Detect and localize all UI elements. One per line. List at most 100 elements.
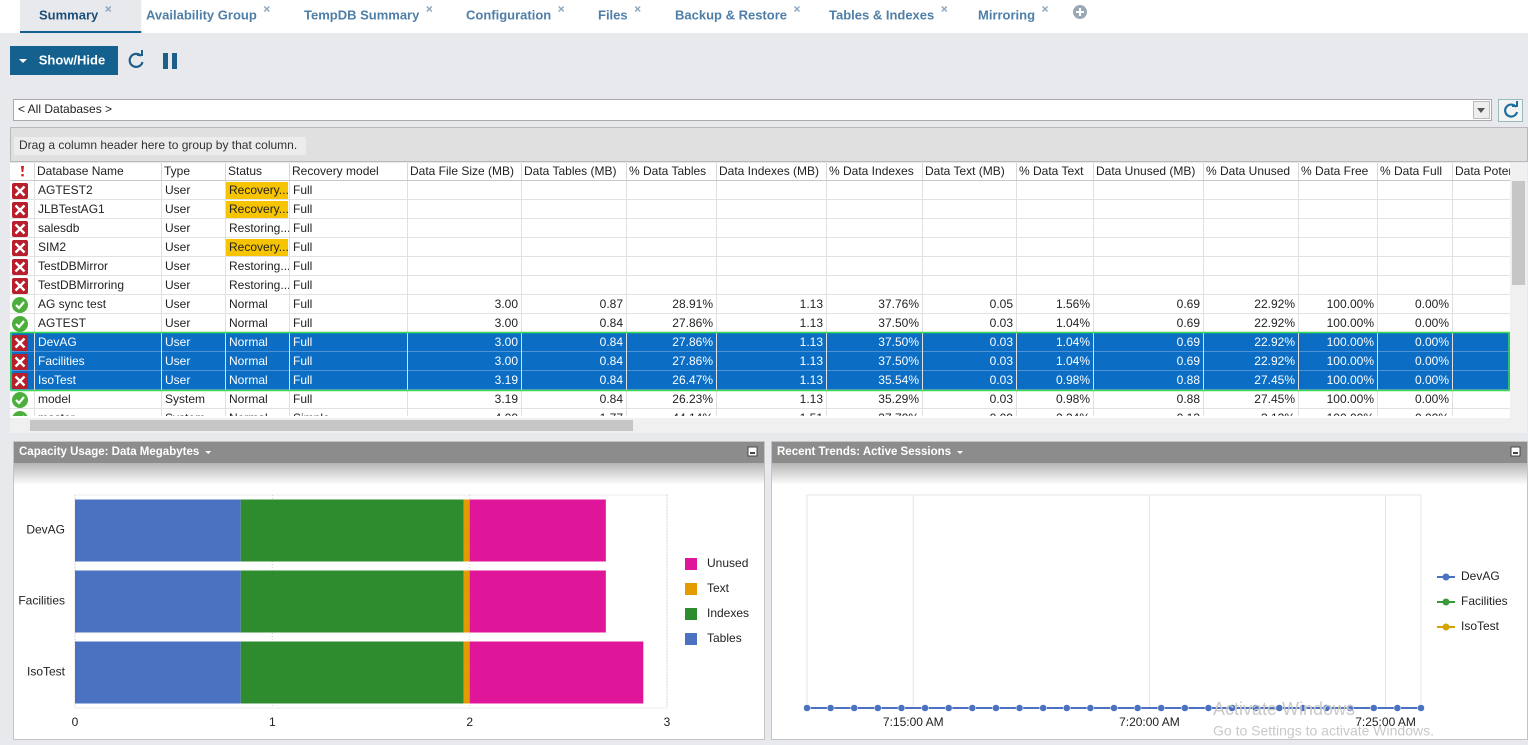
column-header[interactable]: % Data Full [1380, 164, 1442, 178]
h-scroll-thumb[interactable] [30, 420, 633, 431]
grid-row[interactable]: FacilitiesUserNormalFull3.000.8427.86%1.… [10, 352, 1510, 371]
show-hide-button[interactable]: Show/Hide [10, 46, 118, 75]
grid-cell: AGTEST [38, 316, 87, 330]
panel-title: Recent Trends: Active Sessions [777, 446, 951, 458]
grid-cell: Restoring... [229, 221, 290, 235]
series-point [969, 705, 976, 712]
legend-swatch [685, 583, 697, 595]
column-header[interactable]: % Data Tables [629, 164, 706, 178]
grid-cell: 1.13 [800, 297, 824, 311]
grid-cell: model [38, 392, 71, 406]
grid-cell: 3.00 [495, 297, 519, 311]
column-header[interactable]: % Data Indexes [829, 164, 914, 178]
grid-cell: Full [293, 297, 312, 311]
column-header[interactable]: Database Name [37, 164, 124, 178]
watermark-text: Go to Settings to activate Windows. [1213, 723, 1434, 739]
column-header[interactable]: Data File Size (MB) [410, 164, 514, 178]
legend-label: Tables [707, 631, 742, 645]
tab[interactable]: Summary [20, 0, 141, 33]
tab[interactable]: TempDB Summary [304, 7, 432, 23]
column-header[interactable]: % Data Free [1301, 164, 1369, 178]
bar-segment [464, 642, 470, 704]
x-tick-label: 7:15:00 AM [883, 715, 944, 729]
button-label: Show/Hide [39, 52, 105, 67]
bar-segment [75, 500, 241, 562]
tab-label: Tables & Indexes [829, 7, 934, 22]
panel-minimize[interactable] [748, 447, 757, 456]
grid-cell: 0.84 [600, 392, 624, 406]
tab-label: Configuration [466, 7, 551, 22]
bar-segment [470, 571, 606, 633]
column-header[interactable]: % Data Unused [1206, 164, 1290, 178]
grid-cell: 0.69 [1177, 316, 1201, 330]
grid-cell: 100.00% [1327, 373, 1375, 387]
grid-row[interactable]: DevAGUserNormalFull3.000.8427.86%1.1337.… [10, 333, 1510, 352]
grid-cell: Full [293, 221, 312, 235]
column-header[interactable]: Recovery model [292, 164, 379, 178]
grid-cell: 26.47% [672, 373, 713, 387]
column-header[interactable]: Data Tables (MB) [524, 164, 616, 178]
tab[interactable]: Configuration [466, 7, 564, 23]
legend-label: IsoTest [1461, 619, 1500, 633]
ok-icon [12, 392, 28, 408]
grid-cell: 27.45% [1254, 392, 1295, 406]
series-point [851, 705, 858, 712]
grid-row[interactable]: IsoTestUserNormalFull3.190.8426.47%1.133… [10, 371, 1510, 390]
grid-cell: 0.69 [1177, 297, 1201, 311]
grid-cell: User [165, 240, 190, 254]
database-filter[interactable]: < All Databases > [14, 100, 1492, 121]
legend-label: Text [707, 581, 730, 595]
filter-refresh[interactable] [1499, 100, 1523, 122]
tab[interactable]: Backup & Restore [675, 7, 799, 23]
series-point [922, 705, 929, 712]
x-tick-label: 3 [664, 715, 671, 729]
column-header[interactable]: Data Indexes (MB) [719, 164, 819, 178]
legend-marker [1443, 574, 1450, 581]
grid-cell: Recovery... [229, 240, 289, 254]
series-point [827, 705, 834, 712]
column-header[interactable]: % Data Text [1019, 164, 1084, 178]
y-tick-label: DevAG [26, 523, 65, 537]
grid-cell: 0.03 [990, 354, 1014, 368]
grid-cell: 27.45% [1254, 373, 1295, 387]
panel-minimize[interactable] [1511, 447, 1520, 456]
grid-cell: 3.00 [495, 354, 519, 368]
x-tick-label: 7:20:00 AM [1119, 715, 1180, 729]
column-header[interactable]: Data Text (MB) [925, 164, 1005, 178]
tab[interactable]: Availability Group [146, 7, 269, 23]
grid-cell: User [165, 202, 190, 216]
grid-cell: 1.04% [1056, 316, 1090, 330]
series-point [898, 705, 905, 712]
series-point [1134, 705, 1141, 712]
grid-cell: User [165, 335, 190, 349]
filter-text: < All Databases > [18, 102, 112, 116]
series-point [874, 705, 881, 712]
add-tab[interactable] [1073, 5, 1087, 19]
tab[interactable]: Tables & Indexes [829, 7, 947, 23]
column-header[interactable]: Type [164, 164, 190, 178]
grid-cell: Recovery... [229, 183, 289, 197]
grid-cell: System [165, 392, 205, 406]
grid-cell: 1.13 [800, 354, 824, 368]
grid-cell: 0.03 [990, 335, 1014, 349]
panel-title: Capacity Usage: Data Megabytes [19, 446, 199, 458]
panel-fade [14, 463, 764, 485]
grid-cell: 0.03 [990, 392, 1014, 406]
v-scroll-thumb[interactable] [1512, 181, 1525, 285]
tab-label: TempDB Summary [304, 7, 420, 22]
grid-cell: 100.00% [1327, 335, 1375, 349]
bar-segment [470, 500, 606, 562]
x-tick-label: 0 [72, 715, 79, 729]
legend-marker [1443, 624, 1450, 631]
grid-cell: Normal [229, 297, 268, 311]
active-tab-underline [20, 31, 141, 33]
column-header[interactable]: Status [228, 164, 262, 178]
x-tick-label: 2 [466, 715, 473, 729]
grid-cell: 0.69 [1177, 354, 1201, 368]
column-header[interactable]: Data Poten [1455, 164, 1515, 178]
grid-cell: User [165, 373, 190, 387]
series-point [804, 705, 811, 712]
column-header[interactable]: Data Unused (MB) [1096, 164, 1195, 178]
grid-cell: 28.91% [672, 297, 713, 311]
grid-cell: 100.00% [1327, 297, 1375, 311]
